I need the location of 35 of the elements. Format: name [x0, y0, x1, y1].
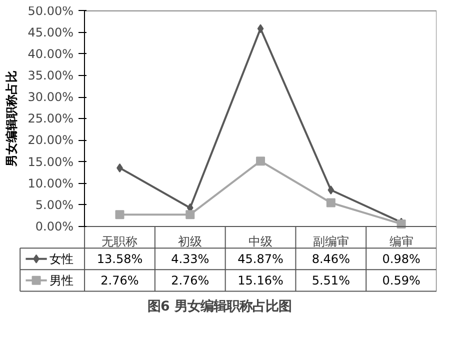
x-tick-label: 无职称 — [102, 234, 138, 248]
y-axis-title: 男女编辑职称占比 — [4, 70, 19, 168]
x-tick-label: 中级 — [248, 234, 273, 248]
legend-label: 女性 — [50, 252, 74, 266]
point — [257, 24, 264, 34]
y-tick-label: 15.00% — [28, 154, 74, 169]
y-tick-label: 45.00% — [28, 25, 74, 40]
y-tick-label: 0.00% — [35, 220, 74, 234]
point — [115, 210, 124, 220]
data-label: 2.76% — [171, 273, 210, 288]
text: 图6 男女编辑职称占比图 — [148, 298, 292, 314]
x-tick-label: 编审 — [389, 234, 414, 248]
point — [328, 186, 334, 195]
x-tick-label: 初级 — [178, 234, 202, 248]
data-label: 45.87% — [238, 252, 284, 266]
y-tick-label: 35.00% — [28, 68, 74, 83]
x-tick-label: 副编审 — [312, 234, 349, 248]
data-label: 8.46% — [312, 252, 350, 266]
data-label: 2.76% — [100, 273, 139, 288]
y-tick-label: 5.00% — [35, 198, 74, 212]
y-tick-label: 20.00% — [28, 133, 74, 148]
point — [326, 198, 336, 208]
y-tick-label: 30.00% — [28, 90, 74, 104]
data-label: 0.98% — [382, 252, 420, 266]
data-label: 4.33% — [171, 252, 210, 266]
y-tick-label: 25.00% — [28, 112, 74, 126]
data-label: 13.58% — [96, 252, 143, 266]
y-tick-label: 40.00% — [28, 46, 74, 61]
point — [256, 156, 266, 166]
data-label: 5.51% — [312, 273, 350, 288]
legend-label: 男性 — [50, 273, 74, 288]
data-label: 0.59% — [382, 273, 420, 288]
point — [186, 210, 195, 220]
y-tick-label: 10.00% — [28, 176, 74, 190]
data-label: 15.16% — [238, 273, 284, 288]
